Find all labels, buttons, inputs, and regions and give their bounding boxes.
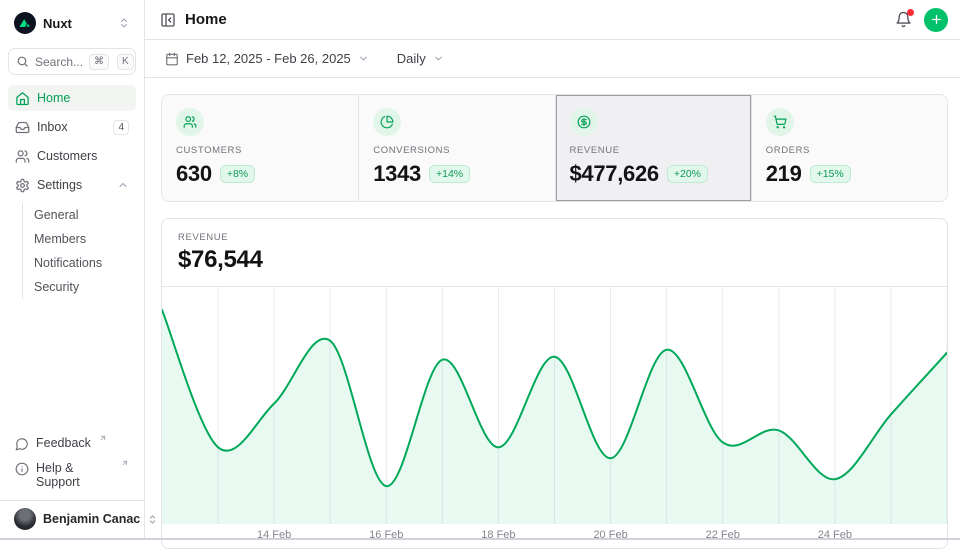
help-support-label: Help & Support	[36, 461, 113, 489]
feedback-label: Feedback	[36, 436, 91, 450]
sidebar-item-security[interactable]: Security	[23, 275, 136, 299]
stats-panel: Customers 630 +8% Conversions 1343 +14%	[161, 94, 948, 202]
stat-label: Conversions	[373, 145, 540, 156]
sidebar-item-label: Settings	[37, 178, 82, 192]
info-circle-icon	[15, 462, 29, 476]
sidebar-item-general[interactable]: General	[23, 203, 136, 227]
top-header: Home	[145, 0, 960, 40]
workspace-switcher[interactable]: Nuxt	[8, 8, 136, 38]
period-select[interactable]: Daily	[393, 47, 448, 70]
dollar-circle-icon	[570, 108, 598, 136]
external-link-icon	[121, 459, 129, 467]
stat-card-revenue[interactable]: Revenue $477,626 +20%	[555, 95, 751, 201]
stat-label: Revenue	[570, 145, 737, 156]
stat-value: 630	[176, 161, 212, 187]
sidebar: Nuxt Search... ⌘ K Home Inbox 4	[0, 0, 145, 540]
inbox-icon	[15, 120, 30, 135]
sidebar-item-label: Customers	[37, 149, 97, 163]
gear-icon	[15, 178, 30, 193]
search-input[interactable]: Search... ⌘ K	[8, 48, 136, 75]
home-icon	[15, 91, 30, 106]
sidebar-item-notifications[interactable]: Notifications	[23, 251, 136, 275]
page-title: Home	[185, 11, 227, 28]
sidebar-item-customers[interactable]: Customers	[8, 143, 136, 169]
user-avatar	[14, 508, 36, 530]
search-icon	[16, 55, 29, 68]
dashboard-content: Customers 630 +8% Conversions 1343 +14%	[145, 78, 960, 549]
stat-delta-badge: +8%	[220, 165, 255, 183]
stat-value: 219	[766, 161, 802, 187]
stat-delta-badge: +15%	[810, 165, 851, 183]
revenue-area-chart[interactable]	[162, 286, 947, 524]
external-link-icon	[99, 434, 107, 442]
stat-delta-badge: +14%	[429, 165, 470, 183]
feedback-link[interactable]: Feedback	[8, 432, 136, 455]
sidebar-item-home[interactable]: Home	[8, 85, 136, 111]
nuxt-logo-icon	[14, 12, 36, 34]
sidebar-footer: Feedback Help & Support	[8, 432, 136, 493]
user-name: Benjamin Canac	[43, 512, 140, 526]
stat-card-conversions[interactable]: Conversions 1343 +14%	[358, 95, 554, 201]
search-placeholder: Search...	[35, 55, 83, 69]
sidebar-item-inbox[interactable]: Inbox 4	[8, 114, 136, 140]
pie-chart-icon	[373, 108, 401, 136]
stat-value: 1343	[373, 161, 421, 187]
kbd-k: K	[117, 54, 134, 70]
users-icon	[176, 108, 204, 136]
message-circle-icon	[15, 437, 29, 451]
filter-toolbar: Feb 12, 2025 - Feb 26, 2025 Daily	[145, 40, 960, 78]
stat-value: $477,626	[570, 161, 659, 187]
settings-submenu: General Members Notifications Security	[22, 203, 136, 299]
date-range-value: Feb 12, 2025 - Feb 26, 2025	[186, 51, 351, 66]
add-button[interactable]	[924, 8, 948, 32]
shopping-cart-icon	[766, 108, 794, 136]
notification-dot	[907, 9, 914, 16]
stat-card-customers[interactable]: Customers 630 +8%	[162, 95, 358, 201]
inbox-count-badge: 4	[113, 120, 129, 135]
user-menu[interactable]: Benjamin Canac	[8, 501, 136, 532]
sidebar-item-members[interactable]: Members	[23, 227, 136, 251]
sidebar-item-label: Home	[37, 91, 70, 105]
calendar-icon	[165, 52, 179, 66]
chevrons-up-down-icon	[118, 17, 130, 29]
help-support-link[interactable]: Help & Support	[8, 457, 136, 493]
stat-label: Customers	[176, 145, 344, 156]
kbd-cmd: ⌘	[89, 54, 109, 70]
date-range-picker[interactable]: Feb 12, 2025 - Feb 26, 2025	[161, 47, 373, 70]
main-area: Home Feb 12, 2025 - Feb 26, 2025 Daily	[145, 0, 960, 540]
stat-card-orders[interactable]: Orders 219 +15%	[751, 95, 947, 201]
chart-x-axis: 14 Feb16 Feb18 Feb20 Feb22 Feb24 Feb	[162, 524, 947, 548]
chart-metric-value: $76,544	[178, 246, 931, 274]
chart-metric-label: Revenue	[178, 232, 931, 243]
stat-label: Orders	[766, 145, 933, 156]
stat-delta-badge: +20%	[667, 165, 708, 183]
users-icon	[15, 149, 30, 164]
chart-header: Revenue $76,544	[162, 219, 947, 286]
chevron-up-icon	[117, 179, 129, 191]
sidebar-item-settings[interactable]: Settings	[8, 172, 136, 198]
chevron-down-icon	[358, 53, 369, 64]
notifications-button[interactable]	[895, 11, 912, 28]
period-value: Daily	[397, 51, 426, 66]
workspace-name: Nuxt	[43, 16, 72, 31]
revenue-chart-card: Revenue $76,544 14 Feb16 Feb18 Feb20 Feb…	[161, 218, 948, 549]
sidebar-item-label: Inbox	[37, 120, 68, 134]
sidebar-nav: Home Inbox 4 Customers Settings Ge	[8, 85, 136, 299]
chevron-down-icon	[433, 53, 444, 64]
sidebar-collapse-button[interactable]	[155, 7, 181, 33]
